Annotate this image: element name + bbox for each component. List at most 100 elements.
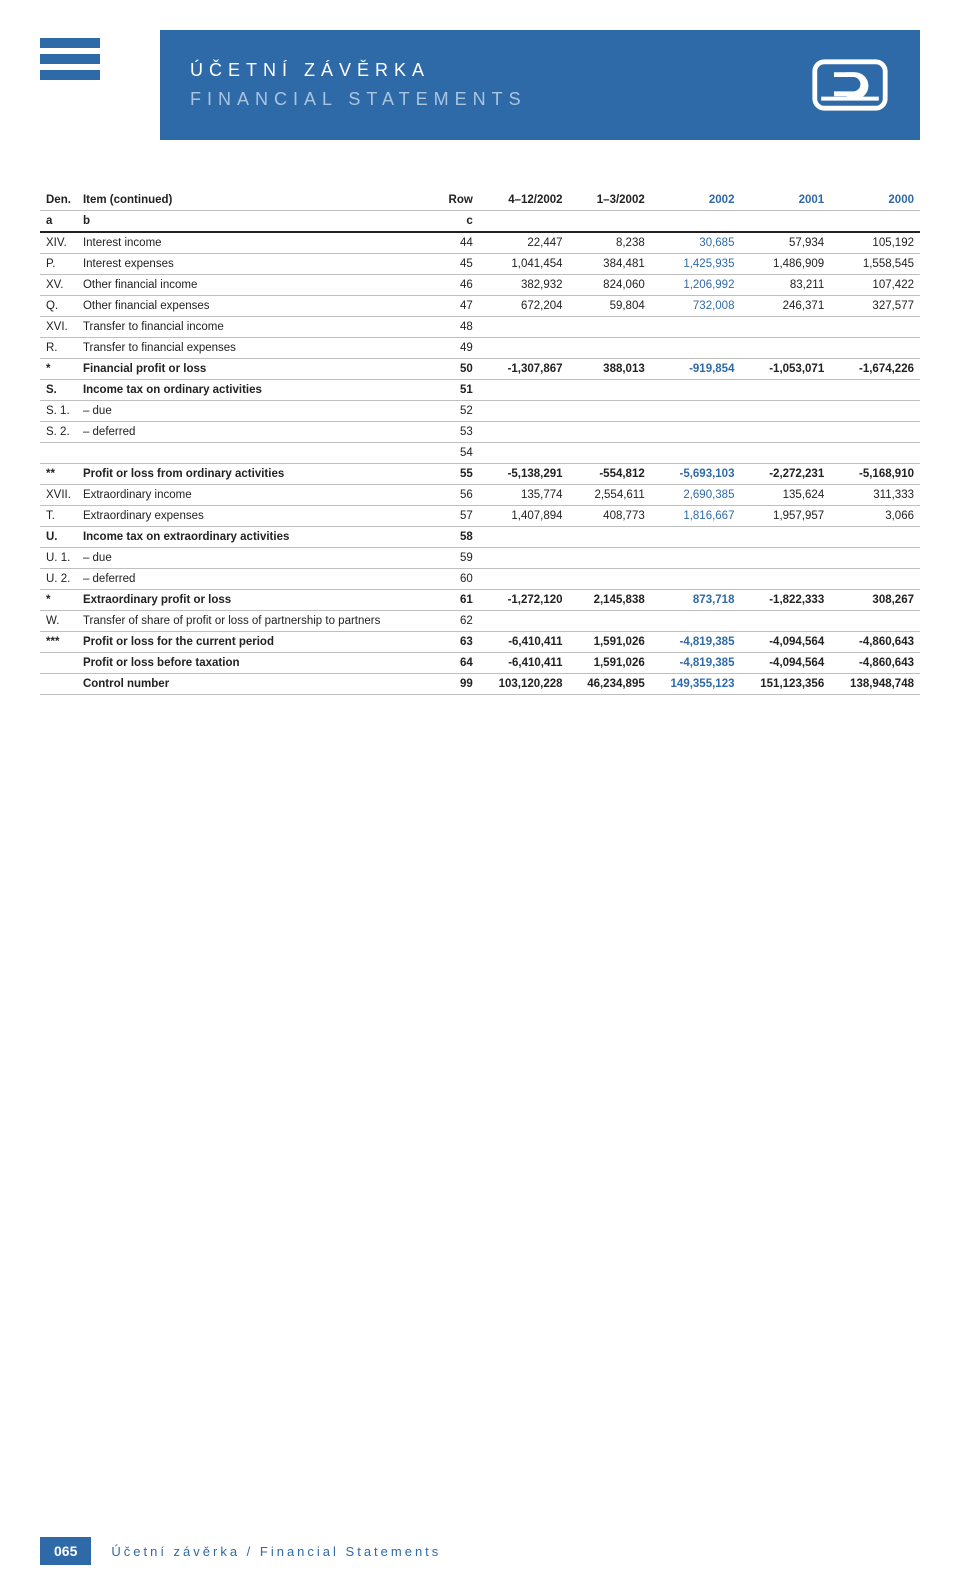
table-row: Control number99103,120,22846,234,895149…: [40, 674, 920, 695]
cell-value: 873,718: [651, 590, 741, 611]
cell-row: 57: [443, 506, 479, 527]
cell-value: -6,410,411: [479, 632, 569, 653]
cell-row: 53: [443, 422, 479, 443]
cell-item: – deferred: [77, 569, 443, 590]
col-blank: [479, 211, 569, 233]
cell-value: [651, 401, 741, 422]
cell-value: [479, 422, 569, 443]
cell-value: [830, 443, 920, 464]
cell-value: 384,481: [569, 254, 651, 275]
cell-item: Extraordinary profit or loss: [77, 590, 443, 611]
cell-row: 44: [443, 232, 479, 254]
cell-value: [740, 443, 830, 464]
cell-den: XV.: [40, 275, 77, 296]
cell-value: [830, 422, 920, 443]
table-row: Q.Other financial expenses47672,20459,80…: [40, 296, 920, 317]
cell-value: [651, 611, 741, 632]
col-period-1: 4–12/2002: [479, 190, 569, 211]
cell-value: 1,486,909: [740, 254, 830, 275]
cell-item: Transfer to financial expenses: [77, 338, 443, 359]
cell-value: [479, 527, 569, 548]
cell-value: -4,094,564: [740, 653, 830, 674]
cell-value: [651, 548, 741, 569]
cell-value: [569, 527, 651, 548]
cell-row: 55: [443, 464, 479, 485]
cell-value: 308,267: [830, 590, 920, 611]
cell-value: 1,407,894: [479, 506, 569, 527]
cell-value: 388,013: [569, 359, 651, 380]
cell-value: 135,774: [479, 485, 569, 506]
table-row: 54: [40, 443, 920, 464]
cell-row: 48: [443, 317, 479, 338]
cell-item: Income tax on ordinary activities: [77, 380, 443, 401]
cell-value: -919,854: [651, 359, 741, 380]
cell-value: 138,948,748: [830, 674, 920, 695]
cell-row: 52: [443, 401, 479, 422]
cell-value: 1,816,667: [651, 506, 741, 527]
cell-value: 105,192: [830, 232, 920, 254]
cell-value: 2,690,385: [651, 485, 741, 506]
cell-value: [830, 569, 920, 590]
cell-row: 56: [443, 485, 479, 506]
cell-value: [740, 569, 830, 590]
cell-value: [569, 548, 651, 569]
cell-item: Interest income: [77, 232, 443, 254]
cell-value: [569, 317, 651, 338]
cell-value: 22,447: [479, 232, 569, 254]
table-row: *Financial profit or loss50-1,307,867388…: [40, 359, 920, 380]
cell-value: 824,060: [569, 275, 651, 296]
table-row: XVII.Extraordinary income56135,7742,554,…: [40, 485, 920, 506]
cell-item: Financial profit or loss: [77, 359, 443, 380]
cell-item: Profit or loss before taxation: [77, 653, 443, 674]
cell-value: -2,272,231: [740, 464, 830, 485]
stripe: [40, 54, 100, 64]
table-row: *Extraordinary profit or loss61-1,272,12…: [40, 590, 920, 611]
cell-den: R.: [40, 338, 77, 359]
table-row: P.Interest expenses451,041,454384,4811,4…: [40, 254, 920, 275]
cell-value: [651, 380, 741, 401]
cell-item: Other financial income: [77, 275, 443, 296]
cell-value: -4,094,564: [740, 632, 830, 653]
header-band: ÚČETNÍ ZÁVĚRKA FINANCIAL STATEMENTS: [160, 30, 920, 140]
cell-row: 45: [443, 254, 479, 275]
cell-row: 49: [443, 338, 479, 359]
table-row: S.Income tax on ordinary activities51: [40, 380, 920, 401]
cell-value: -6,410,411: [479, 653, 569, 674]
cell-value: [569, 338, 651, 359]
cell-value: 246,371: [740, 296, 830, 317]
cell-item: – deferred: [77, 422, 443, 443]
cell-den: S. 2.: [40, 422, 77, 443]
cell-row: 51: [443, 380, 479, 401]
cell-value: [740, 401, 830, 422]
cell-den: U. 2.: [40, 569, 77, 590]
cell-row: 59: [443, 548, 479, 569]
cell-value: [569, 569, 651, 590]
cell-value: 103,120,228: [479, 674, 569, 695]
cell-den: S. 1.: [40, 401, 77, 422]
cell-den: XVI.: [40, 317, 77, 338]
col-blank: [569, 211, 651, 233]
cell-row: 64: [443, 653, 479, 674]
cell-value: [569, 443, 651, 464]
col-year-2001: 2001: [740, 190, 830, 211]
header-title-1: ÚČETNÍ ZÁVĚRKA: [190, 56, 527, 85]
cell-den: *: [40, 590, 77, 611]
header-title-2: FINANCIAL STATEMENTS: [190, 85, 527, 114]
cell-row: 46: [443, 275, 479, 296]
cell-value: -5,138,291: [479, 464, 569, 485]
cell-value: 1,957,957: [740, 506, 830, 527]
col-blank: [830, 211, 920, 233]
cell-value: [479, 401, 569, 422]
cell-value: [479, 611, 569, 632]
cell-value: [479, 317, 569, 338]
cell-value: 311,333: [830, 485, 920, 506]
cell-den: [40, 674, 77, 695]
col-blank: [651, 211, 741, 233]
cell-value: 1,425,935: [651, 254, 741, 275]
header-titles: ÚČETNÍ ZÁVĚRKA FINANCIAL STATEMENTS: [190, 56, 527, 114]
cell-den: [40, 443, 77, 464]
cell-value: [830, 611, 920, 632]
cell-value: -1,272,120: [479, 590, 569, 611]
cell-item: [77, 443, 443, 464]
table-row: U.Income tax on extraordinary activities…: [40, 527, 920, 548]
